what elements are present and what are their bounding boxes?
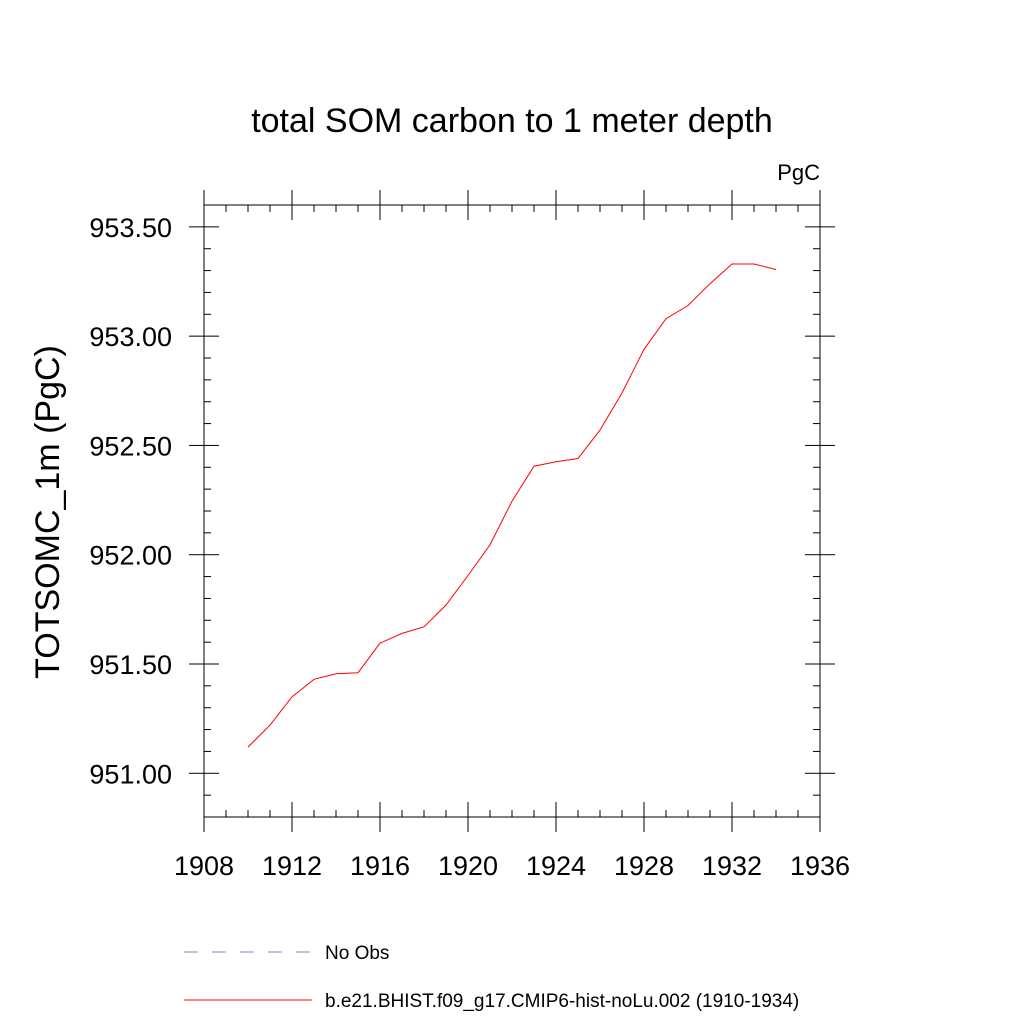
series-line (247, 263, 777, 748)
y-axis-label: TOTSOMC_1m (PgC) (29, 345, 67, 679)
y-tick-label: 952.50 (89, 431, 172, 461)
y-tick-label: 951.00 (89, 759, 172, 789)
chart-title: total SOM carbon to 1 meter depth (251, 102, 773, 140)
x-tick-label: 1928 (614, 851, 674, 881)
legend-label: b.e21.BHIST.f09_g17.CMIP6-hist-noLu.002 … (325, 991, 799, 1012)
y-tick-label: 951.50 (89, 650, 172, 680)
legend: No Obs b.e21.BHIST.f09_g17.CMIP6-hist-noL… (184, 943, 799, 1012)
x-axis-ticks: 1908 1912 1916 1920 1924 1928 1932 1936 (174, 190, 850, 881)
y-tick-label: 953.50 (89, 213, 172, 243)
y-tick-label: 953.00 (89, 322, 172, 352)
plot-frame (203, 204, 821, 818)
x-tick-label: 1924 (526, 851, 586, 881)
x-tick-label: 1916 (350, 851, 410, 881)
x-tick-label: 1932 (702, 851, 762, 881)
y-tick-label: 952.00 (89, 541, 172, 571)
series-layer (247, 263, 777, 748)
y-axis-ticks: 951.00 951.50 952.00 952.50 953.00 953.50 (89, 204, 835, 818)
units-label: PgC (777, 160, 820, 185)
x-tick-label: 1912 (262, 851, 322, 881)
x-tick-label: 1936 (790, 851, 850, 881)
x-tick-label: 1920 (438, 851, 498, 881)
legend-label: No Obs (325, 943, 389, 964)
x-tick-label: 1908 (174, 851, 234, 881)
